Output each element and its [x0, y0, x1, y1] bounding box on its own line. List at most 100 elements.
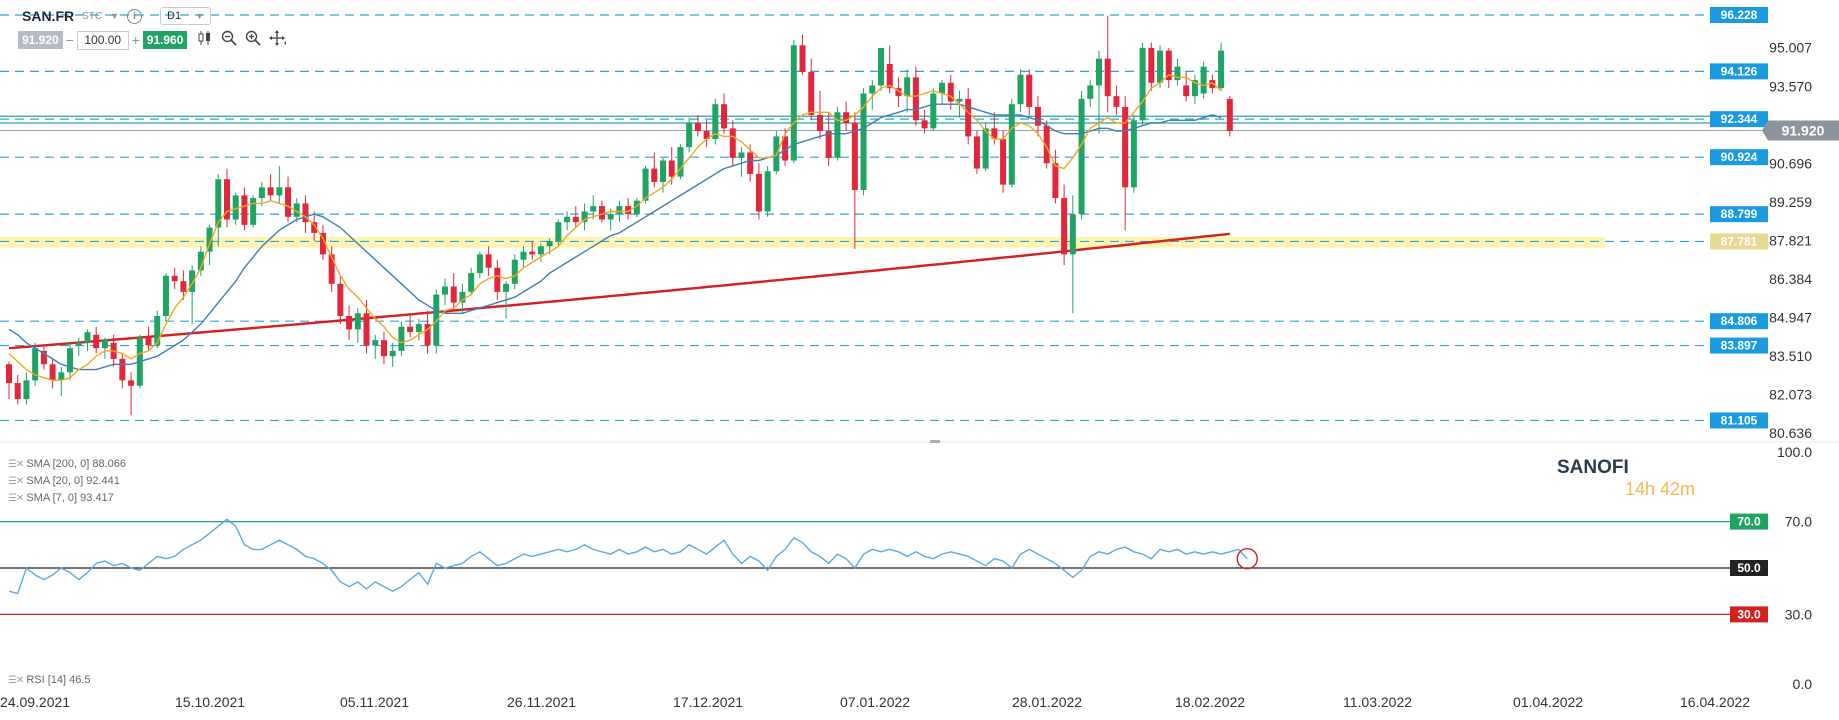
candle[interactable] [424, 310, 431, 354]
candle[interactable] [564, 211, 571, 231]
candle[interactable] [895, 77, 902, 107]
candle[interactable] [1034, 96, 1041, 137]
zoom-out-icon[interactable] [221, 30, 237, 50]
candle[interactable] [625, 198, 632, 220]
candle[interactable] [23, 372, 30, 405]
candle[interactable] [939, 80, 946, 105]
volume-increase-button[interactable]: + [131, 32, 140, 48]
candle[interactable] [93, 326, 100, 354]
volume-decrease-button[interactable]: − [65, 32, 74, 48]
candle[interactable] [973, 131, 980, 174]
candle[interactable] [721, 93, 728, 134]
candle[interactable] [1026, 69, 1033, 115]
candle[interactable] [1017, 69, 1024, 113]
candle[interactable] [1061, 184, 1068, 266]
candle[interactable] [904, 69, 911, 113]
candle[interactable] [302, 195, 309, 233]
candle[interactable] [224, 168, 230, 228]
candle[interactable] [1043, 120, 1050, 169]
candle[interactable] [598, 200, 605, 223]
candle[interactable] [258, 181, 265, 207]
candle[interactable] [965, 88, 972, 145]
candle[interactable] [555, 219, 562, 247]
candle[interactable] [764, 165, 771, 217]
candle[interactable] [1122, 96, 1129, 231]
buy-price-button[interactable]: 91.960 [142, 31, 188, 49]
candles-layer[interactable] [6, 15, 1233, 416]
settings-icon[interactable]: ☰✕ [8, 475, 24, 487]
candle[interactable] [459, 283, 466, 314]
candle[interactable] [712, 98, 719, 145]
candle[interactable] [84, 329, 91, 351]
legend-sma20[interactable]: ☰✕ SMA [20, 0] 92.441 [8, 475, 120, 487]
candle[interactable] [808, 58, 815, 121]
candle[interactable] [1087, 80, 1094, 107]
candle[interactable] [520, 246, 527, 268]
candle[interactable] [633, 198, 640, 217]
candle[interactable] [319, 224, 326, 260]
candle[interactable] [590, 195, 597, 220]
candle[interactable] [276, 165, 283, 204]
candle[interactable] [389, 342, 396, 367]
rsi-panel[interactable]: 70.0 50.0 30.0 100.0 70.0 30.0 0.0 [0, 444, 1812, 692]
candle[interactable] [869, 80, 876, 110]
candle[interactable] [162, 273, 169, 322]
candle[interactable] [171, 267, 178, 290]
candle[interactable] [1130, 114, 1137, 193]
candle[interactable] [694, 114, 701, 137]
candle[interactable] [32, 342, 39, 386]
candle[interactable] [49, 358, 56, 389]
candle[interactable] [494, 259, 501, 300]
candle[interactable] [241, 187, 248, 231]
candle[interactable] [1052, 149, 1059, 204]
candle[interactable] [328, 246, 335, 292]
candle[interactable] [354, 307, 361, 343]
candle[interactable] [67, 342, 74, 381]
candle[interactable] [311, 211, 318, 241]
candle[interactable] [293, 198, 300, 223]
candle[interactable] [180, 270, 187, 300]
candle[interactable] [145, 326, 152, 351]
candle[interactable] [128, 372, 135, 416]
candle[interactable] [729, 120, 736, 166]
candlestick-type-icon[interactable] [197, 30, 213, 50]
legend-rsi[interactable]: ☰✕ RSI [14] 46.5 [8, 674, 91, 686]
candle[interactable] [790, 39, 797, 164]
candle[interactable] [816, 90, 823, 140]
candle[interactable] [755, 163, 762, 220]
candle[interactable] [686, 117, 693, 153]
candle[interactable] [346, 305, 353, 341]
candle[interactable] [119, 353, 126, 389]
candle[interactable] [529, 240, 536, 260]
candle[interactable] [511, 254, 518, 290]
panel-resize-handle[interactable] [930, 440, 940, 443]
candle[interactable] [1218, 42, 1225, 91]
candle[interactable] [1139, 42, 1146, 126]
candle[interactable] [40, 345, 47, 370]
candle[interactable] [651, 152, 658, 188]
candle[interactable] [1104, 15, 1111, 113]
candle[interactable] [1174, 58, 1181, 86]
candle[interactable] [442, 278, 448, 306]
candle[interactable] [1200, 61, 1207, 99]
candle[interactable] [337, 275, 344, 325]
candle[interactable] [58, 366, 65, 397]
candle[interactable] [581, 203, 588, 231]
candle[interactable] [843, 101, 850, 132]
sell-price-button[interactable]: 91.920 [18, 31, 63, 49]
candle[interactable] [1078, 90, 1085, 220]
legend-sma7[interactable]: ☰✕ SMA [7, 0] 93.417 [8, 492, 114, 504]
candle[interactable] [1148, 42, 1155, 91]
candle[interactable] [1113, 85, 1120, 115]
candle[interactable] [468, 267, 475, 295]
candle[interactable] [607, 208, 614, 231]
candle[interactable] [1096, 50, 1102, 134]
settings-icon[interactable]: ☰✕ [8, 492, 24, 504]
candle[interactable] [1165, 47, 1172, 89]
candle[interactable] [407, 313, 414, 338]
candle[interactable] [285, 176, 292, 223]
candle[interactable] [703, 120, 710, 148]
candle[interactable] [799, 34, 806, 75]
candle[interactable] [380, 332, 387, 365]
